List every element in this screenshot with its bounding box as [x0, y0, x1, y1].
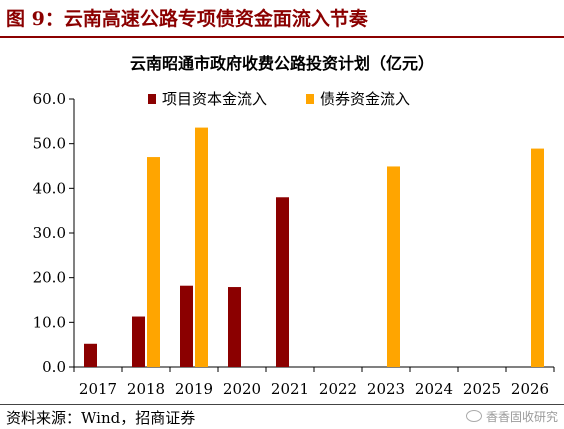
bar-capital-2017 — [84, 343, 97, 367]
figure-title-rule — [0, 36, 564, 38]
x-tick-label: 2023 — [367, 380, 405, 398]
source-rule — [0, 404, 564, 405]
x-tick-label: 2017 — [79, 380, 117, 398]
legend-label-1: 债券资金流入 — [320, 90, 410, 108]
y-tick-label: 40.0 — [33, 179, 66, 197]
y-tick-label: 50.0 — [33, 135, 66, 153]
bar-bond-2026 — [531, 148, 544, 367]
wechat-icon — [465, 410, 482, 422]
bar-bond-2023 — [387, 166, 400, 367]
y-tick-label: 10.0 — [33, 313, 66, 331]
y-tick-label: 20.0 — [33, 269, 66, 287]
y-tick-label: 30.0 — [33, 224, 66, 242]
bar-capital-2019 — [180, 285, 193, 367]
x-tick-label: 2020 — [223, 380, 261, 398]
x-tick-label: 2021 — [271, 380, 309, 398]
y-tick-label: 60.0 — [33, 90, 66, 108]
chart-title: 云南昭通市政府收费公路投资计划（亿元） — [129, 54, 434, 73]
bar-bond-2019 — [195, 127, 208, 367]
bar-capital-2018 — [132, 316, 145, 367]
y-tick-label: 0.0 — [42, 358, 66, 376]
x-tick-label: 2024 — [415, 380, 453, 398]
legend-swatch-1 — [306, 94, 314, 104]
figure-title: 图 9：云南高速公路专项债资金面流入节奏 — [6, 8, 368, 30]
x-tick-label: 2025 — [463, 380, 501, 398]
bar-chart: 0.0 10.0 20.0 30.0 40.0 50.0 60.0 2017 2018 2019 2… — [33, 90, 555, 398]
x-tick-label: 2022 — [319, 380, 357, 398]
watermark-text: 香香固收研究 — [485, 410, 558, 424]
x-tick-label: 2018 — [127, 380, 165, 398]
bar-capital-2021 — [276, 197, 289, 367]
bar-bond-2018 — [147, 157, 160, 367]
bar-capital-2020 — [228, 287, 241, 367]
legend-label-0: 项目资本金流入 — [162, 90, 267, 108]
watermark: 香香固收研究 — [465, 408, 558, 425]
legend-swatch-0 — [148, 94, 156, 104]
figure-header: 图 9：云南高速公路专项债资金面流入节奏 — [0, 0, 564, 38]
source-note: 资料来源：Wind，招商证券 — [6, 409, 196, 427]
x-tick-label: 2026 — [511, 380, 549, 398]
x-tick-label: 2019 — [175, 380, 213, 398]
